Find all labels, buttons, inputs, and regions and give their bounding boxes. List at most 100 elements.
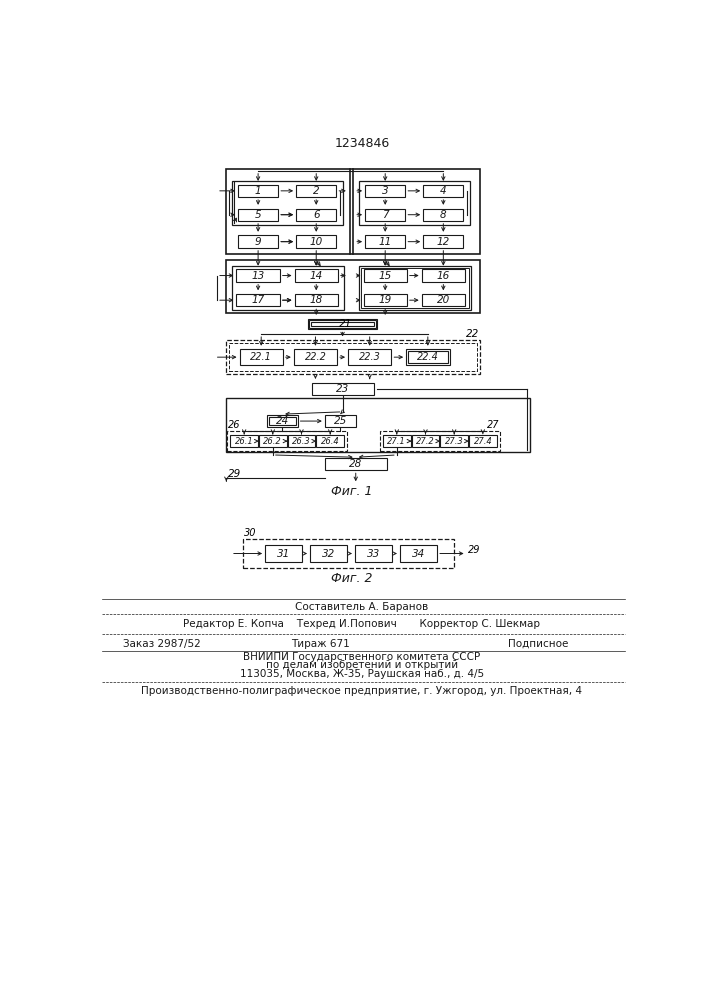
Bar (238, 185, 279, 197)
Bar (311, 322, 374, 326)
Text: 15: 15 (378, 271, 392, 281)
Bar (361, 268, 469, 308)
Bar (295, 294, 338, 306)
Text: 34: 34 (412, 549, 425, 559)
Text: 14: 14 (310, 271, 323, 281)
Text: ВНИИПИ Государственного комитета СССР: ВНИИПИ Государственного комитета СССР (243, 652, 481, 662)
Bar (309, 320, 376, 328)
Text: 27.4: 27.4 (474, 437, 492, 446)
Text: 7: 7 (382, 210, 389, 220)
Bar (296, 235, 337, 248)
Bar (406, 349, 450, 365)
Text: 22: 22 (466, 329, 479, 339)
Text: 30: 30 (244, 528, 257, 538)
Bar (400, 545, 437, 562)
Bar (325, 415, 356, 427)
Bar (238, 235, 279, 248)
Bar (469, 435, 497, 447)
Bar (232, 181, 343, 225)
Text: 11: 11 (378, 237, 392, 247)
Text: 2: 2 (313, 186, 320, 196)
Bar (295, 269, 338, 282)
Bar (269, 417, 296, 425)
Text: 18: 18 (310, 295, 323, 305)
Bar (236, 269, 280, 282)
Bar (288, 435, 315, 447)
Text: 25: 25 (334, 416, 347, 426)
Bar (259, 435, 287, 447)
Bar (243, 539, 454, 568)
Text: 31: 31 (277, 549, 291, 559)
Bar (226, 398, 530, 452)
Text: Фиг. 2: Фиг. 2 (331, 572, 373, 585)
Text: 29: 29 (228, 469, 241, 479)
Text: 17: 17 (252, 295, 264, 305)
Text: 28: 28 (349, 459, 363, 469)
Text: 22.1: 22.1 (250, 352, 272, 362)
Text: 24: 24 (276, 416, 288, 426)
Text: Тираж 671: Тираж 671 (291, 639, 350, 649)
Bar (363, 269, 407, 282)
Bar (236, 294, 280, 306)
Bar (226, 260, 480, 312)
Text: Редактор Е. Копча    Техред И.Попович       Корректор С. Шекмар: Редактор Е. Копча Техред И.Попович Корре… (183, 619, 540, 629)
Bar (230, 435, 258, 447)
Text: 8: 8 (440, 210, 447, 220)
Bar (267, 415, 298, 427)
Bar (227, 431, 347, 451)
Text: 27.1: 27.1 (387, 437, 407, 446)
Text: 21: 21 (339, 319, 352, 329)
Bar (380, 431, 500, 451)
Text: Заказ 2987/52: Заказ 2987/52 (123, 639, 201, 649)
Bar (296, 185, 337, 197)
Bar (355, 545, 392, 562)
Bar (232, 266, 344, 310)
Bar (296, 209, 337, 221)
Bar (408, 351, 448, 363)
Bar (421, 294, 465, 306)
Text: 23: 23 (336, 384, 349, 394)
Bar (310, 545, 347, 562)
Text: 29: 29 (468, 545, 481, 555)
Bar (230, 343, 477, 371)
Text: 1: 1 (255, 186, 262, 196)
Text: 22.3: 22.3 (358, 352, 380, 362)
Text: 33: 33 (367, 549, 380, 559)
Text: 26.3: 26.3 (292, 437, 311, 446)
Text: 4: 4 (440, 186, 447, 196)
Text: 5: 5 (255, 210, 262, 220)
Text: 26: 26 (228, 420, 240, 430)
Text: 22.4: 22.4 (417, 352, 439, 362)
Text: 26.2: 26.2 (264, 437, 282, 446)
Bar (440, 435, 468, 447)
Bar (421, 269, 465, 282)
Text: 27.3: 27.3 (445, 437, 464, 446)
Bar (226, 340, 480, 374)
Bar (423, 235, 464, 248)
Bar (411, 435, 440, 447)
Text: 6: 6 (313, 210, 320, 220)
Bar (423, 209, 464, 221)
Text: 26.1: 26.1 (235, 437, 254, 446)
Bar (365, 209, 405, 221)
Bar (359, 181, 469, 225)
Text: 13: 13 (252, 271, 264, 281)
Text: Фиг. 1: Фиг. 1 (331, 485, 373, 498)
Text: 20: 20 (437, 295, 450, 305)
Text: 9: 9 (255, 237, 262, 247)
Bar (308, 319, 378, 329)
Text: 12: 12 (437, 237, 450, 247)
Bar (265, 545, 303, 562)
Bar (348, 349, 392, 365)
Bar (365, 185, 405, 197)
Text: Составитель А. Баранов: Составитель А. Баранов (296, 602, 428, 612)
Text: 27: 27 (486, 420, 499, 430)
Text: 1234846: 1234846 (334, 137, 390, 150)
Text: 19: 19 (378, 295, 392, 305)
Bar (383, 435, 411, 447)
Bar (293, 349, 337, 365)
Text: 26.4: 26.4 (321, 437, 339, 446)
Bar (423, 185, 464, 197)
Text: Подписное: Подписное (508, 639, 568, 649)
Bar (363, 294, 407, 306)
